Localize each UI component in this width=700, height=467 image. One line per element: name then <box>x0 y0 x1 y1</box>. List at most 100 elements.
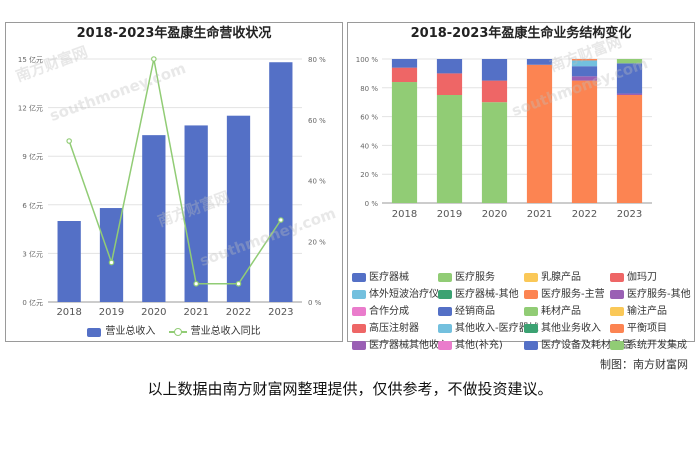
growth-point <box>108 259 115 266</box>
y-right-tick-label: 40 % <box>308 178 326 186</box>
legend-item: 经销商品 <box>438 305 495 319</box>
legend-item: 其他收入-医疗器械 <box>438 322 539 336</box>
revenue-bar <box>184 125 208 302</box>
revenue-chart-title: 2018-2023年盈康生命营收状况 <box>76 26 272 41</box>
legend-label: 平衡项目 <box>627 323 667 334</box>
structure-segment <box>481 80 508 103</box>
legend-swatch <box>438 272 452 282</box>
legend-label: 体外短波治疗仪 <box>369 289 439 300</box>
structure-segment <box>571 76 598 81</box>
y-left-tick-label: 12 亿元 <box>18 104 43 113</box>
y-tick-label: 0 % <box>365 200 379 208</box>
legend-label: 其他(补充) <box>455 340 503 351</box>
legend-item: 输注产品 <box>610 305 667 319</box>
structure-segment <box>616 93 643 95</box>
structure-segment <box>481 102 508 203</box>
structure-segment <box>571 59 598 61</box>
revenue-chart-legend: 营业总收入 营业总收入同比 <box>6 325 342 340</box>
legend-swatch <box>610 306 624 316</box>
revenue-bar <box>142 135 166 302</box>
legend-label: 医疗器械-其他 <box>455 289 519 300</box>
revenue-chart-svg: 0 亿元 3 亿元 6 亿元 9 亿元 12 亿元 15 亿元 0 % 20 % 40 % 60 … <box>18 55 326 318</box>
legend-label: 耗材产品 <box>541 306 581 317</box>
x-tick-label: 2019 <box>437 209 462 220</box>
y-left-tick-label: 0 亿元 <box>22 298 43 307</box>
legend-label: 乳腺产品 <box>541 272 581 283</box>
x-tick-label: 2018 <box>392 209 417 220</box>
legend-item: 医疗器械 <box>352 271 409 285</box>
revenue-bar <box>226 115 251 302</box>
structure-segment <box>391 59 418 68</box>
legend-label: 经销商品 <box>455 306 495 317</box>
structure-segment <box>526 59 553 65</box>
x-tick-label: 2023 <box>617 209 642 220</box>
legend-label: 其他收入-医疗器械 <box>455 323 539 334</box>
legend-revenue-swatch <box>87 327 102 337</box>
structure-segment <box>526 64 553 203</box>
y-tick-label: 40 % <box>360 142 378 150</box>
structure-segment <box>571 66 598 77</box>
structure-segment <box>481 59 508 81</box>
legend-item: 医疗器械其他收入 <box>352 339 449 353</box>
legend-swatch <box>438 340 452 350</box>
y-right-tick-label: 0 % <box>308 299 322 307</box>
legend-growth-label: 营业总收入同比 <box>190 326 261 337</box>
structure-segment <box>391 82 418 203</box>
structure-segment <box>616 59 643 64</box>
legend-label: 医疗服务 <box>455 272 495 283</box>
structure-chart-title: 2018-2023年盈康生命业务结构变化 <box>410 26 632 41</box>
legend-item: 伽玛刀 <box>610 271 657 285</box>
y-tick-label: 80 % <box>360 85 378 93</box>
legend-swatch <box>524 306 538 316</box>
x-tick-label: 2020 <box>141 307 166 318</box>
y-left-tick-label: 6 亿元 <box>22 201 43 210</box>
legend-label: 医疗设备及耗材产品 <box>541 340 631 351</box>
disclaimer-note: 以上数据由南方财富网整理提供，仅供参考，不做投资建议。 <box>147 380 553 398</box>
legend-label: 合作分成 <box>369 306 409 317</box>
legend-label: 医疗器械其他收入 <box>369 340 449 351</box>
legend-swatch <box>438 323 452 333</box>
legend-swatch <box>352 306 366 316</box>
structure-segment <box>571 60 598 67</box>
legend-swatch <box>524 289 538 299</box>
legend-item: 体外短波治疗仪 <box>352 288 439 302</box>
structure-chart-panel: 2018-2023年盈康生命业务结构变化 0 % 20 % 40 % 60 % 80 %… <box>347 22 695 351</box>
legend-item: 乳腺产品 <box>524 271 581 285</box>
legend-label: 医疗器械 <box>369 272 409 283</box>
y-tick-label: 60 % <box>360 114 378 122</box>
revenue-bar <box>269 62 293 302</box>
legend-label: 医疗服务-其他 <box>627 289 691 300</box>
legend-swatch <box>438 289 452 299</box>
legend-item: 医疗设备及耗材产品 <box>524 339 631 353</box>
legend-label: 高压注射器 <box>369 323 419 334</box>
legend-label: 系统开发集成 <box>627 340 687 351</box>
legend-item: 合作分成 <box>352 305 409 319</box>
x-tick-label: 2021 <box>183 307 208 318</box>
structure-segment <box>436 95 463 203</box>
structure-segment <box>391 67 418 83</box>
structure-segment <box>616 95 643 203</box>
y-left-tick-label: 3 亿元 <box>22 249 43 258</box>
legend-item: 医疗器械-其他 <box>438 288 519 302</box>
growth-point <box>278 217 284 223</box>
growth-line <box>68 58 282 285</box>
legend-swatch <box>352 340 366 350</box>
legend-label: 输注产品 <box>627 306 667 317</box>
legend-item: 医疗服务-其他 <box>610 288 691 302</box>
legend-item: 医疗服务-主营 <box>524 288 605 302</box>
legend-swatch <box>438 306 452 316</box>
legend-item: 其他(补充) <box>438 339 503 353</box>
x-tick-label: 2022 <box>226 307 251 318</box>
growth-point <box>235 280 242 287</box>
legend-swatch <box>524 340 538 350</box>
x-tick-label: 2019 <box>99 307 124 318</box>
y-left-tick-label: 15 亿元 <box>18 55 43 64</box>
revenue-bar <box>57 221 81 302</box>
legend-item: 平衡项目 <box>610 322 667 336</box>
x-tick-label: 2018 <box>56 307 81 318</box>
growth-point <box>151 56 157 62</box>
legend-swatch <box>524 272 538 282</box>
legend-swatch <box>610 289 624 299</box>
y-tick-label: 20 % <box>360 171 378 179</box>
chart-credit: 制图：南方财富网 <box>600 358 688 371</box>
